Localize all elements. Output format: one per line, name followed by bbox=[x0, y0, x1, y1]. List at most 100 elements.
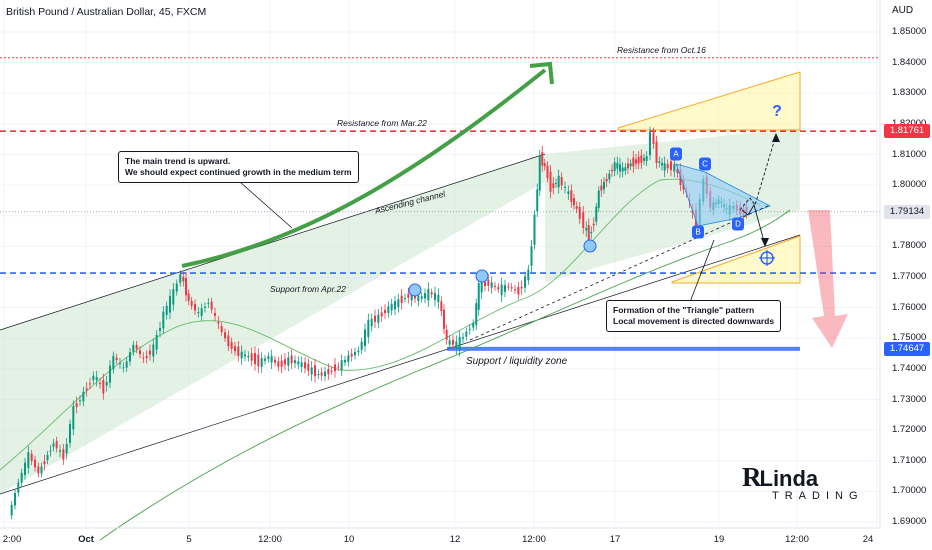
candle-body bbox=[480, 281, 483, 293]
logo-name: Linda bbox=[759, 466, 819, 491]
candle-body bbox=[194, 304, 196, 311]
chart-title: British Pound / Australian Dollar, 45, F… bbox=[6, 6, 207, 18]
candle-body bbox=[280, 360, 283, 367]
candle-body bbox=[524, 276, 526, 288]
y-tick-label: 1.83000 bbox=[892, 87, 927, 99]
candle-body bbox=[475, 303, 478, 326]
candle-body bbox=[616, 162, 619, 169]
x-tick-label: 12:00 bbox=[522, 534, 546, 545]
candle-body bbox=[500, 284, 503, 296]
y-tick-label: 1.69000 bbox=[892, 516, 927, 527]
projection-box-down bbox=[671, 235, 801, 284]
resistance-mar22-label: Resistance from Mar.22 bbox=[337, 118, 427, 128]
price-label: 1.79134 bbox=[884, 204, 930, 219]
candle-body bbox=[364, 329, 366, 346]
candle-body bbox=[663, 163, 666, 171]
candle-body bbox=[555, 183, 557, 185]
candle-body bbox=[10, 504, 13, 516]
candle-body bbox=[600, 185, 603, 191]
candle-body bbox=[437, 294, 440, 303]
candle-body bbox=[427, 288, 430, 301]
candle-body bbox=[400, 295, 403, 304]
candle-body bbox=[627, 163, 629, 169]
y-tick-label: 1.78000 bbox=[892, 240, 927, 252]
candle-body bbox=[240, 351, 243, 359]
candle-body bbox=[611, 169, 613, 172]
candle-body bbox=[543, 163, 546, 167]
candle-body bbox=[643, 157, 645, 161]
candle-body bbox=[155, 334, 158, 350]
candle-body bbox=[300, 362, 303, 367]
ma-slow bbox=[99, 209, 791, 541]
candle-body bbox=[477, 283, 480, 310]
candle-body bbox=[247, 355, 250, 358]
candle-body bbox=[564, 186, 566, 188]
candle-body bbox=[490, 282, 493, 288]
y-tick-label: 1.74000 bbox=[892, 362, 927, 374]
candle-body bbox=[244, 354, 246, 357]
symbol-name: British Pound / Australian Dollar bbox=[6, 6, 154, 18]
candle-body bbox=[230, 342, 233, 349]
candle-body bbox=[635, 159, 637, 164]
candle-body bbox=[204, 306, 206, 308]
candle-body bbox=[472, 322, 475, 328]
y-tick-label: 1.80000 bbox=[892, 179, 927, 191]
candle-body bbox=[560, 176, 563, 186]
candle-body bbox=[624, 167, 627, 171]
projection-up-arrowhead bbox=[772, 133, 780, 142]
y-tick-label: 1.71000 bbox=[892, 454, 927, 466]
candle-body bbox=[370, 318, 373, 327]
candle-body bbox=[573, 198, 575, 206]
marker-circle-2 bbox=[583, 239, 597, 253]
candle-body bbox=[200, 308, 203, 316]
pattern-point-a: A bbox=[670, 147, 682, 161]
trend-dashed-line bbox=[469, 204, 771, 341]
y-tick-label: 1.76000 bbox=[892, 301, 927, 313]
triangle-pattern bbox=[675, 163, 771, 227]
candle-body bbox=[294, 360, 296, 364]
candle-body bbox=[14, 492, 16, 506]
candle-body bbox=[621, 167, 624, 172]
x-tick-label: 17 bbox=[609, 534, 621, 545]
triangle-note: Formation of the "Triangle" pattern Loca… bbox=[606, 300, 782, 332]
x-tick-label: Oct bbox=[78, 534, 94, 545]
trend-arrow-green-head bbox=[529, 61, 554, 85]
candle-body bbox=[670, 161, 672, 171]
projection-up bbox=[739, 134, 777, 211]
trend-arrow-red bbox=[808, 210, 848, 348]
candle-body bbox=[407, 293, 410, 298]
candle-body bbox=[487, 279, 490, 286]
projection-down-arrowhead bbox=[761, 238, 769, 247]
candle-body bbox=[172, 289, 175, 305]
candle-body bbox=[277, 361, 280, 367]
candle-body bbox=[605, 179, 608, 182]
candle-body bbox=[320, 372, 323, 376]
candle-body bbox=[567, 191, 570, 194]
candle-body bbox=[613, 162, 616, 172]
marker-circle-1 bbox=[475, 269, 489, 283]
candle-body bbox=[484, 282, 486, 287]
ma-fast bbox=[0, 178, 761, 471]
candle-body bbox=[190, 301, 193, 306]
channel-fill-right bbox=[545, 128, 800, 282]
candle-body bbox=[420, 296, 423, 299]
candle-body bbox=[497, 287, 500, 290]
support-apr22-label: Support from Apr.22 bbox=[270, 284, 346, 294]
channel-upper-line bbox=[0, 153, 546, 331]
candle-body bbox=[666, 164, 669, 169]
candle-body bbox=[297, 361, 300, 365]
candle-body bbox=[360, 341, 363, 350]
resistance-oct16-label: Resistance from Oct.16 bbox=[617, 45, 706, 55]
candle-body bbox=[452, 339, 454, 345]
candle-body bbox=[75, 403, 78, 407]
candle-body bbox=[541, 152, 544, 166]
candle-body bbox=[570, 190, 573, 202]
candle-body bbox=[135, 345, 138, 350]
axis-currency: AUD bbox=[892, 5, 914, 16]
candle-body bbox=[250, 353, 253, 361]
candle-body bbox=[40, 466, 43, 474]
candle-body bbox=[514, 289, 516, 291]
y-tick-label: 1.75000 bbox=[892, 332, 927, 344]
candle-body bbox=[227, 335, 230, 347]
